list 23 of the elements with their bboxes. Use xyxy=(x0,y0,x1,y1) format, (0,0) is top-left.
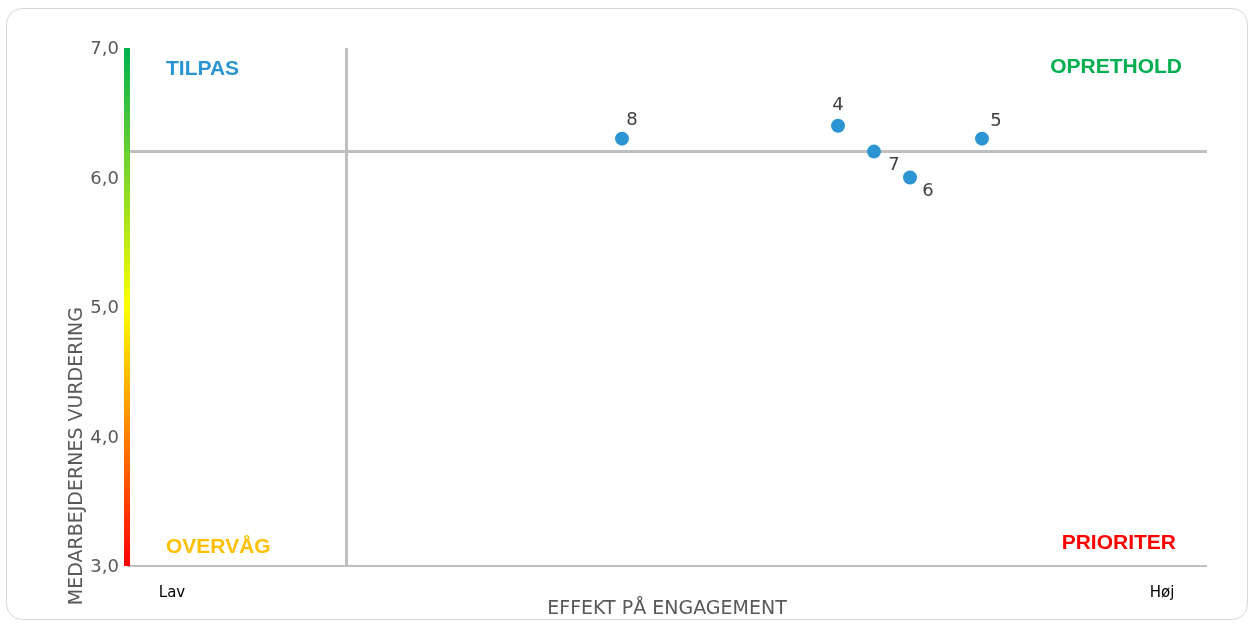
x-tick-label: Høj xyxy=(1149,582,1175,601)
x-tick-label: Lav xyxy=(158,582,186,601)
y-tick-label: 5,0 xyxy=(90,296,119,318)
series-label: 5 xyxy=(990,109,1002,131)
series-label: 4 xyxy=(832,93,844,115)
point xyxy=(615,131,629,146)
annotation: TILPAS xyxy=(166,56,240,80)
series-label: 8 xyxy=(626,108,638,130)
annotation: OPRETHOLD xyxy=(1050,54,1182,78)
y-tick-label: 4,0 xyxy=(90,425,119,447)
y-tick-label: 3,0 xyxy=(90,555,119,577)
y-tick-label: 7,0 xyxy=(90,37,119,59)
point xyxy=(903,170,917,185)
point xyxy=(831,118,845,133)
annotation: PRIORITER xyxy=(1061,530,1176,554)
x-axis-title: EFFEKT PÅ ENGAGEMENT xyxy=(547,596,788,618)
point xyxy=(975,131,989,146)
y-axis-title: MEDARBEJDERNES VURDERING xyxy=(63,307,86,606)
annotation: OVERVÅG xyxy=(166,534,271,558)
y-tick-label: 6,0 xyxy=(90,166,119,188)
series-label: 6 xyxy=(922,179,934,200)
point xyxy=(867,144,881,159)
series-label: 7 xyxy=(888,153,900,175)
